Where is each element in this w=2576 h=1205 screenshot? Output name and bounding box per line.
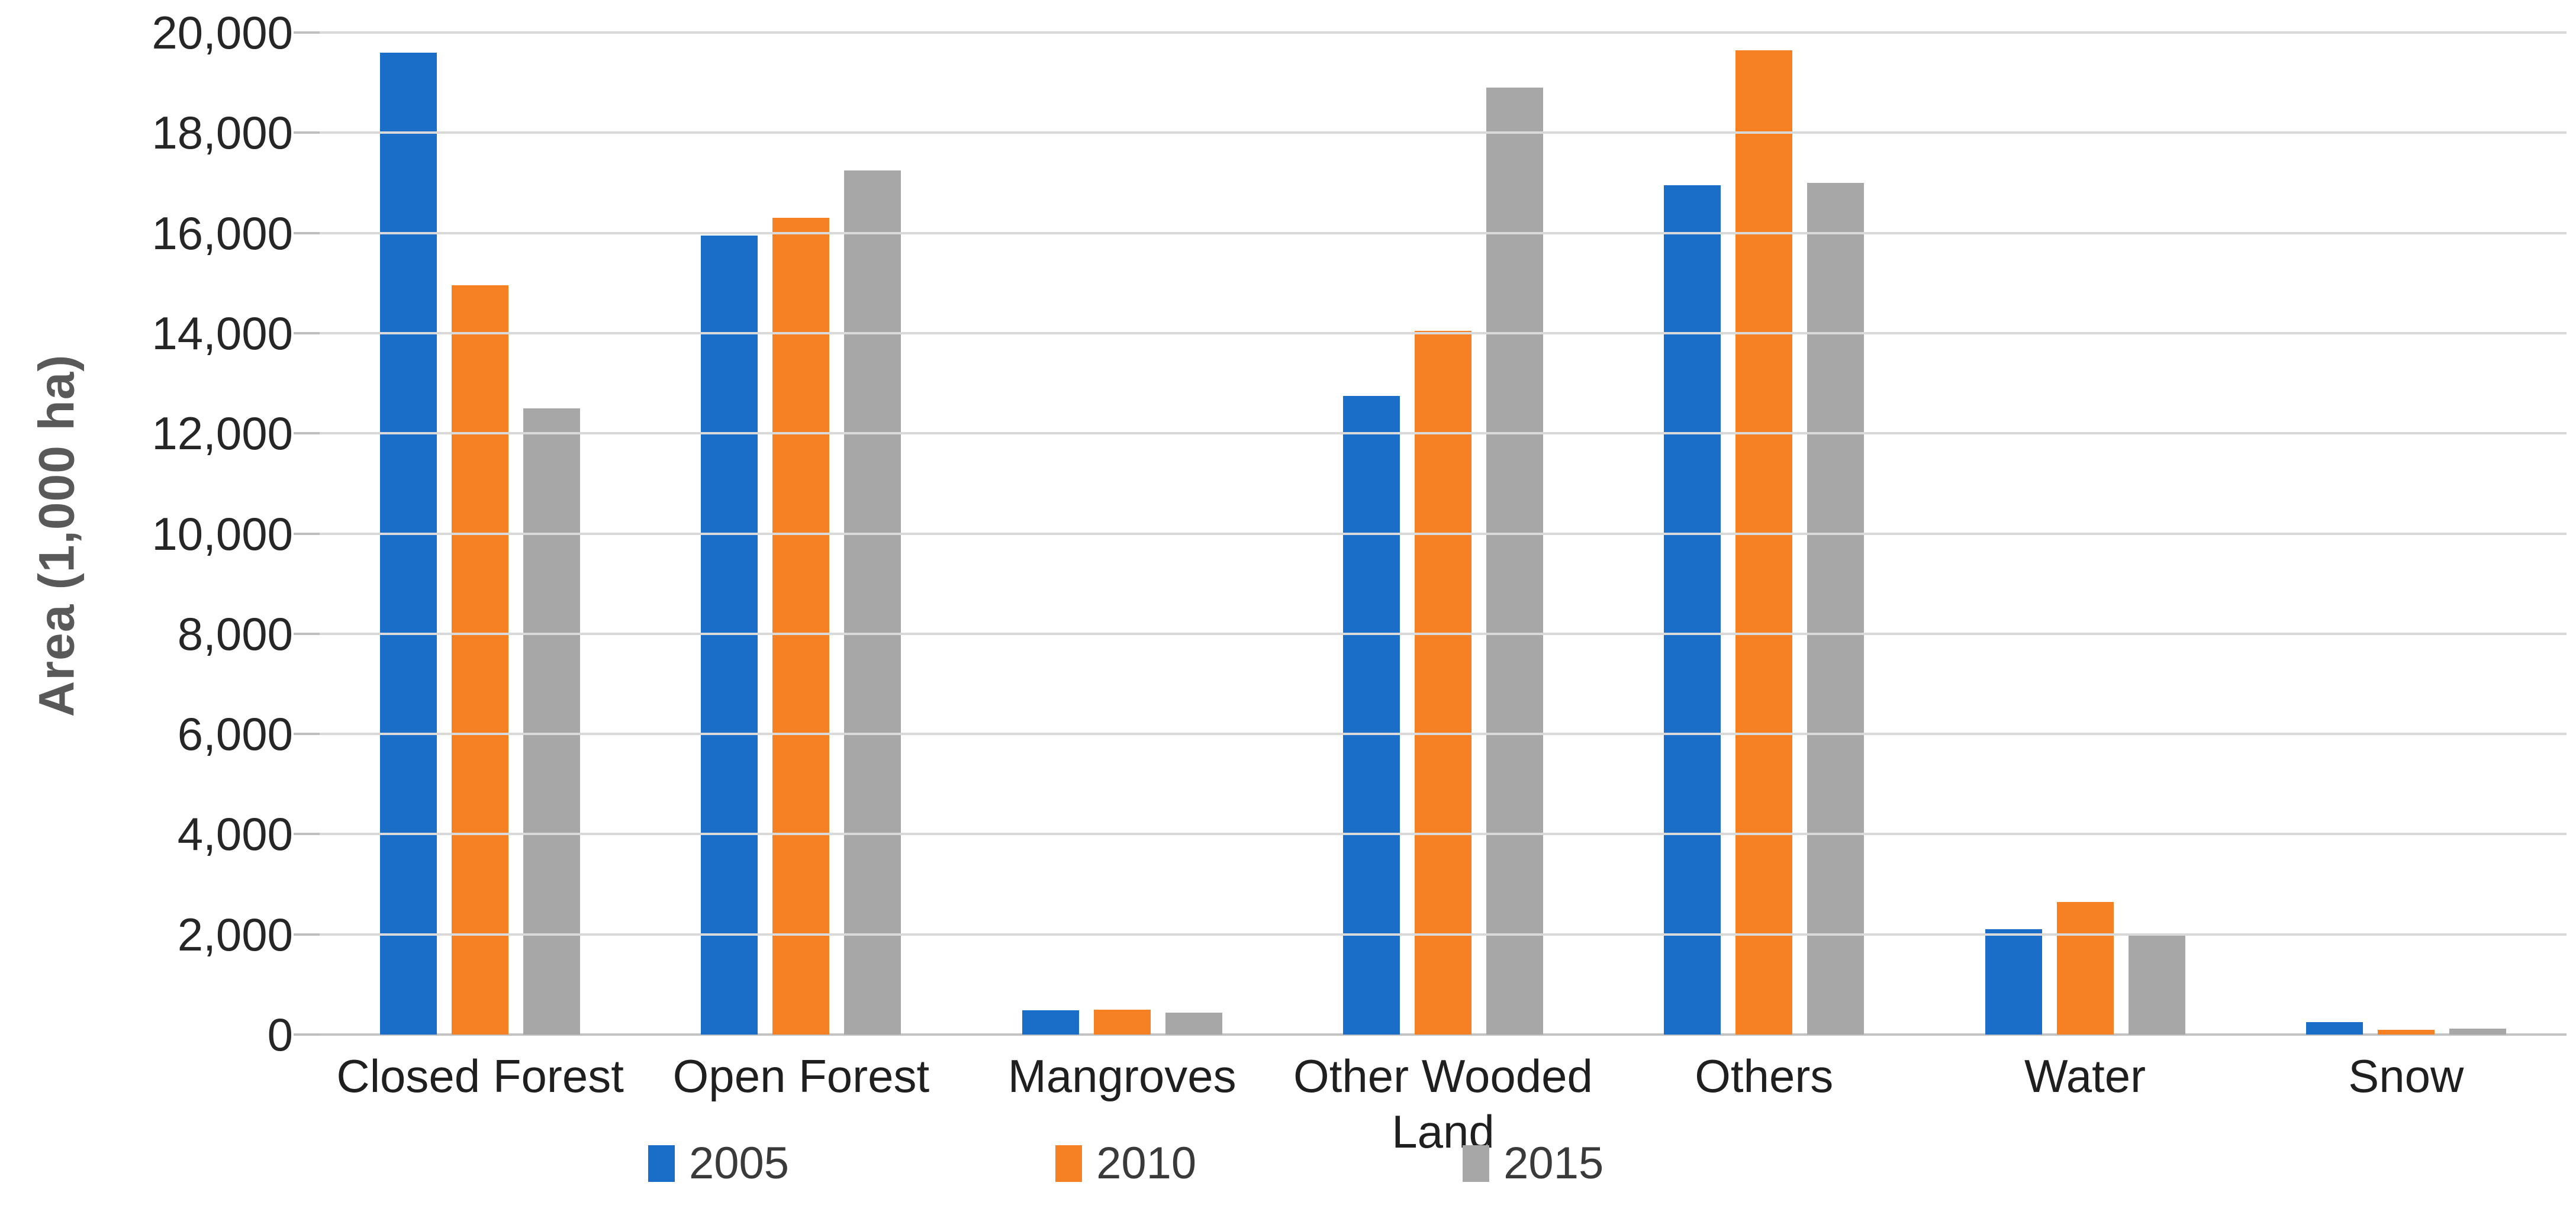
category-label-text: Others: [1695, 1050, 1834, 1102]
category-label-text: Open Forest: [672, 1050, 930, 1102]
y-tick-label: 0: [267, 1009, 293, 1061]
plot-area: 0 2,000 4,000 6,000 8,000 10,000 12,000 14,000 1…: [152, 9, 2567, 1058]
category-label-text: Closed Forest: [336, 1050, 624, 1102]
y-tick-label: 4,000: [177, 808, 293, 861]
bar-groups: [320, 33, 2567, 1035]
category-label: Others: [1603, 1049, 1924, 1159]
bar-2015: [523, 408, 581, 1035]
legend-marker-2015: [1463, 1145, 1490, 1182]
category-labels: Closed Forest Open Forest Mangroves Other W…: [320, 1049, 2567, 1159]
bar-2010: [2377, 1029, 2435, 1035]
bar-group: [640, 33, 961, 1035]
category-label: Mangroves: [962, 1049, 1283, 1159]
y-axis-tick: [294, 532, 320, 535]
bar-2005: [1022, 1010, 1079, 1035]
category-label-text: Snow: [2348, 1050, 2464, 1102]
y-axis-tick: [294, 331, 320, 334]
y-tick-label: 14,000: [152, 307, 293, 359]
bar-2005: [1664, 185, 1721, 1035]
bar-2005: [1342, 395, 1400, 1035]
y-axis-tick: [294, 632, 320, 635]
bar-2005: [701, 235, 758, 1035]
y-axis-tick: [294, 833, 320, 836]
bar-2010: [1414, 330, 1471, 1035]
bar-2010: [452, 285, 509, 1035]
legend-label: 2015: [1503, 1138, 1604, 1188]
y-axis-tick: [294, 131, 320, 134]
legend-label: 2010: [1096, 1138, 1197, 1188]
bar-2010: [1735, 50, 1793, 1035]
bar-2005: [1985, 929, 2042, 1035]
legend-item-2010: 2010: [1055, 1138, 1196, 1189]
legend: 2005 2010 2015: [648, 1138, 1603, 1189]
y-tick-label: 16,000: [152, 207, 293, 259]
gridline: [320, 933, 2567, 936]
y-axis-tick: [294, 1033, 320, 1036]
bar-group: [320, 33, 640, 1035]
y-tick-label: 10,000: [152, 507, 293, 560]
bar-group: [1924, 33, 2245, 1035]
y-axis-tick: [294, 933, 320, 936]
bar-2010: [772, 218, 830, 1035]
bar-group: [1603, 33, 1924, 1035]
bar-2015: [844, 170, 901, 1035]
bar-2015: [2449, 1028, 2506, 1035]
y-tick-label: 6,000: [177, 708, 293, 761]
category-label-text: Mangroves: [1007, 1050, 1237, 1102]
category-label: Other Wooded Land: [1283, 1049, 1603, 1159]
category-label: Snow: [2246, 1049, 2567, 1159]
gridline: [320, 331, 2567, 334]
legend-marker-2010: [1055, 1145, 1083, 1182]
bar-2005: [2305, 1022, 2363, 1035]
bar-2010: [1093, 1009, 1151, 1035]
y-tick-label: 20,000: [152, 7, 293, 59]
y-axis-tick: [294, 432, 320, 435]
gridline: [320, 231, 2567, 234]
y-axis-tick: [294, 31, 320, 34]
category-label: Closed Forest: [320, 1049, 640, 1159]
y-axis-tick: [294, 733, 320, 736]
y-axis-tick: [294, 231, 320, 234]
y-tick-label: 18,000: [152, 107, 293, 159]
legend-item-2005: 2005: [648, 1138, 789, 1189]
category-label: Water: [1924, 1049, 2245, 1159]
category-label-text: Water: [2024, 1050, 2146, 1102]
y-tick-label: 12,000: [152, 407, 293, 460]
legend-item-2015: 2015: [1463, 1138, 1603, 1189]
gridline: [320, 131, 2567, 134]
gridline: [320, 833, 2567, 836]
legend-marker-2005: [648, 1145, 675, 1182]
category-label-text: Other Wooded Land: [1293, 1050, 1593, 1158]
gridline: [320, 632, 2567, 635]
bar-2015: [1165, 1012, 1222, 1035]
bar-2015: [1486, 88, 1543, 1035]
gridline: [320, 31, 2567, 34]
bar-group: [962, 33, 1283, 1035]
gridline: [320, 733, 2567, 736]
y-tick-label: 8,000: [177, 607, 293, 660]
gridline: [320, 532, 2567, 535]
gridline: [320, 432, 2567, 435]
y-tick-label: 2,000: [177, 908, 293, 961]
category-label: Open Forest: [640, 1049, 961, 1159]
bar-2015: [1807, 182, 1865, 1035]
bar-group: [1283, 33, 1603, 1035]
bar-2010: [2056, 901, 2114, 1035]
legend-label: 2005: [689, 1138, 790, 1188]
bar-group: [2246, 33, 2567, 1035]
bar-2015: [2128, 934, 2185, 1035]
x-axis-line: [320, 1033, 2567, 1036]
bar-2005: [380, 52, 437, 1035]
